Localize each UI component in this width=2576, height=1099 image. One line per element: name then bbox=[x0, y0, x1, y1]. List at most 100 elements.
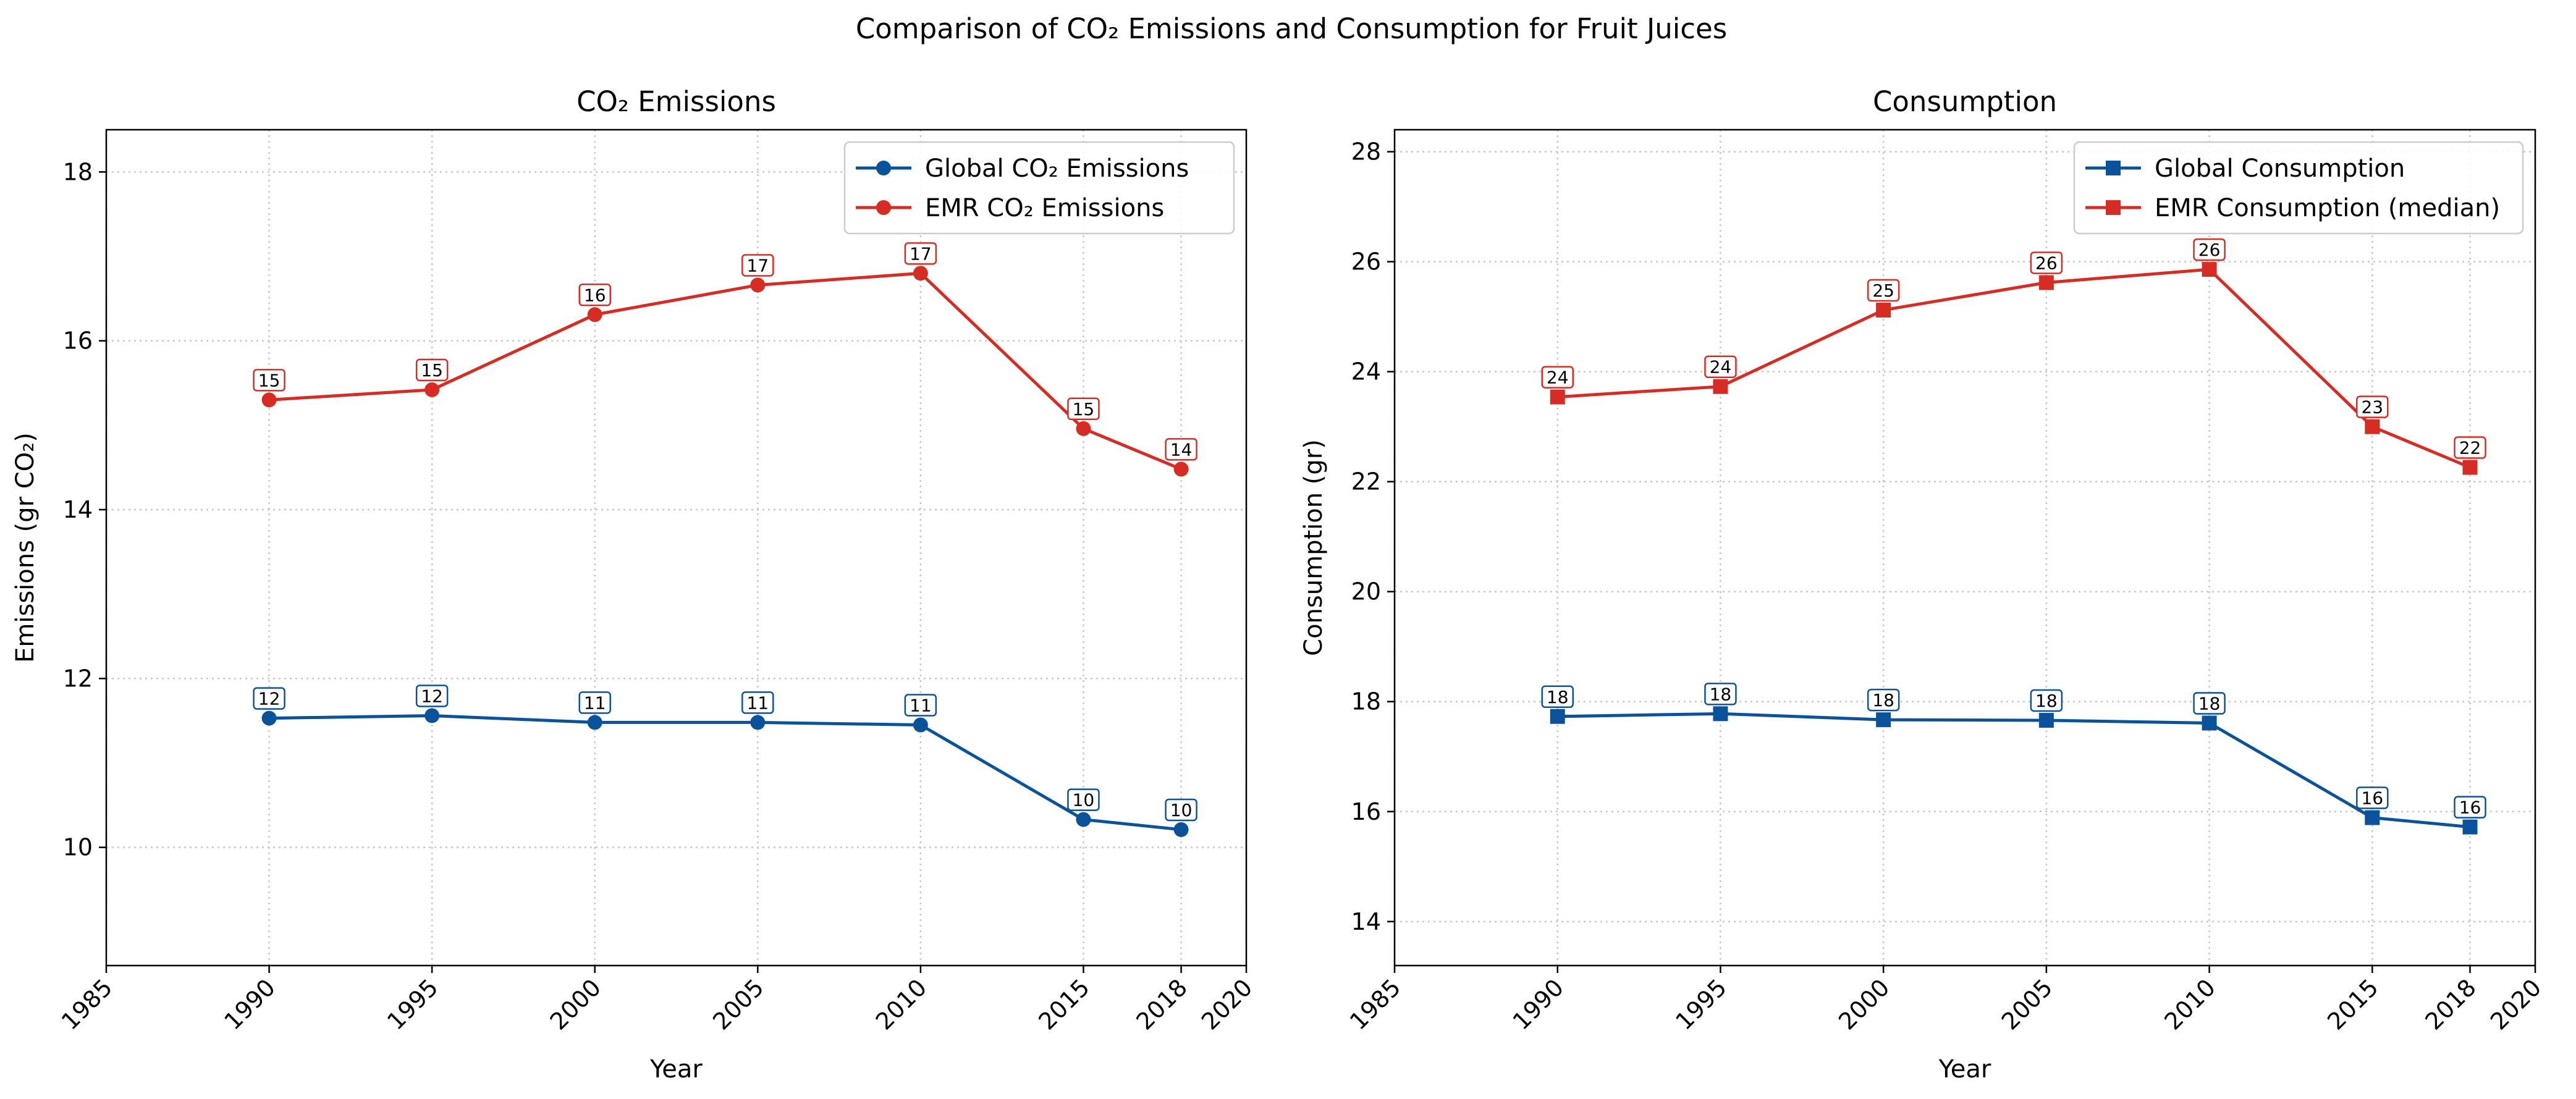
data-label: 18 bbox=[1547, 687, 1569, 707]
y-axis-label: Emissions (gr CO₂) bbox=[11, 432, 40, 663]
data-label: 24 bbox=[1547, 368, 1569, 388]
data-point bbox=[1713, 706, 1728, 722]
data-label-box bbox=[415, 358, 449, 382]
y-tick-label: 24 bbox=[1351, 358, 1381, 385]
legend-swatch-marker bbox=[2106, 161, 2121, 175]
data-point bbox=[2462, 819, 2478, 835]
data-label-box bbox=[2030, 689, 2063, 712]
data-label: 23 bbox=[2361, 397, 2383, 418]
y-tick-label: 14 bbox=[1351, 908, 1381, 935]
data-point bbox=[913, 717, 928, 733]
x-tick-label: 2018 bbox=[2420, 974, 2481, 1035]
data-label-box bbox=[253, 369, 285, 392]
series-1: 18 18 18 18 18 16 16 bbox=[1541, 683, 2486, 835]
x-tick-label: 2015 bbox=[1033, 974, 1095, 1035]
x-tick-label: 2018 bbox=[1131, 974, 1193, 1035]
legend: Global Consumption EMR Consumption (media… bbox=[2073, 141, 2524, 235]
y-tick-label: 12 bbox=[63, 665, 93, 692]
chart-panel-2: 14 16 18 20 22 24 26 28 1985 1990 1995 2000 2005 2010… bbox=[1299, 85, 2546, 1084]
y-tick-label: 16 bbox=[1351, 798, 1381, 825]
x-tick-label: 2020 bbox=[1196, 974, 1258, 1035]
y-tick-label: 28 bbox=[1351, 138, 1381, 166]
legend-box bbox=[843, 141, 1235, 235]
y-axis-label: Consumption (gr) bbox=[1299, 439, 1328, 656]
data-label-box bbox=[2193, 692, 2226, 715]
x-axis-label: Year bbox=[1938, 1055, 1991, 1084]
data-label: 15 bbox=[421, 360, 443, 381]
x-tick-label: 2000 bbox=[545, 974, 607, 1035]
data-label: 10 bbox=[1073, 790, 1095, 811]
data-point bbox=[1876, 302, 1891, 318]
data-label-box bbox=[415, 684, 449, 707]
data-label: 15 bbox=[1073, 399, 1095, 419]
data-label-box bbox=[578, 691, 611, 714]
data-label: 16 bbox=[2459, 798, 2481, 818]
data-label: 22 bbox=[2459, 438, 2481, 458]
data-label-box bbox=[2193, 238, 2226, 261]
x-tick-label: 1995 bbox=[382, 974, 444, 1035]
y-tick-label: 22 bbox=[1351, 468, 1381, 495]
y-tick-label: 14 bbox=[63, 496, 93, 523]
series-2: 15 15 16 17 17 15 14 bbox=[253, 242, 1197, 477]
data-point bbox=[424, 382, 440, 397]
data-label-box bbox=[1867, 688, 1900, 712]
data-label-box bbox=[1067, 397, 1100, 421]
data-point bbox=[587, 715, 602, 730]
data-label-box bbox=[253, 687, 285, 710]
legend-box bbox=[2073, 141, 2524, 235]
data-label: 16 bbox=[584, 285, 606, 305]
data-label: 25 bbox=[1872, 280, 1894, 301]
x-tick-label: 2015 bbox=[2322, 974, 2384, 1035]
y-tick-label: 10 bbox=[63, 834, 93, 861]
x-axis-label: Year bbox=[649, 1055, 703, 1084]
data-point bbox=[750, 715, 766, 730]
y-tick-label: 26 bbox=[1351, 248, 1381, 276]
series-line bbox=[1557, 712, 2470, 829]
data-label: 14 bbox=[1170, 439, 1193, 460]
data-point bbox=[913, 266, 928, 281]
y-tick-label: 18 bbox=[63, 158, 93, 185]
data-point bbox=[2462, 460, 2478, 475]
legend-label: Global Consumption bbox=[2155, 154, 2405, 183]
data-point bbox=[1173, 822, 1189, 837]
data-point bbox=[1076, 812, 1091, 827]
series-line bbox=[269, 714, 1181, 832]
data-label: 17 bbox=[746, 255, 769, 276]
data-label-box bbox=[1704, 683, 1737, 705]
data-label: 24 bbox=[1710, 357, 1732, 377]
data-label: 11 bbox=[746, 693, 769, 713]
data-label: 18 bbox=[2198, 693, 2221, 714]
data-label: 16 bbox=[2361, 788, 2383, 809]
series-line bbox=[1557, 267, 2471, 469]
legend-label: EMR Consumption (median) bbox=[2155, 194, 2500, 222]
data-label-box bbox=[1165, 798, 1197, 822]
plot-frame bbox=[105, 128, 1248, 967]
series-1: 12 12 11 11 11 10 10 bbox=[253, 684, 1197, 837]
chart-panel-1: 10 12 14 16 18 1985 1990 1995 2000 2005 2010 2015 20… bbox=[11, 85, 1257, 1084]
data-point bbox=[2365, 810, 2380, 825]
data-point bbox=[750, 277, 766, 293]
data-label: 11 bbox=[584, 693, 606, 713]
chart-title: Consumption bbox=[1873, 85, 2057, 118]
x-tick-label: 2010 bbox=[871, 974, 932, 1035]
data-label-box bbox=[741, 691, 774, 714]
data-label-box bbox=[578, 284, 611, 306]
data-point bbox=[261, 710, 277, 726]
data-label-box bbox=[1704, 355, 1737, 378]
chart-title: CO₂ Emissions bbox=[576, 85, 776, 118]
data-label: 10 bbox=[1170, 800, 1193, 820]
data-label-box bbox=[2454, 796, 2486, 819]
figure-title: Comparison of CO₂ Emissions and Consumpt… bbox=[856, 12, 1727, 45]
x-tick-label: 1985 bbox=[1345, 974, 1406, 1035]
x-tick-label: 1985 bbox=[56, 974, 118, 1035]
series-line bbox=[269, 271, 1182, 471]
data-label: 12 bbox=[421, 686, 443, 706]
data-label: 11 bbox=[910, 696, 932, 716]
y-tick-label: 18 bbox=[1351, 688, 1381, 715]
data-label: 12 bbox=[258, 689, 281, 709]
data-point bbox=[2202, 262, 2217, 277]
data-label-box bbox=[741, 254, 774, 277]
legend-swatch-marker bbox=[876, 200, 891, 215]
data-point bbox=[1550, 709, 1565, 724]
